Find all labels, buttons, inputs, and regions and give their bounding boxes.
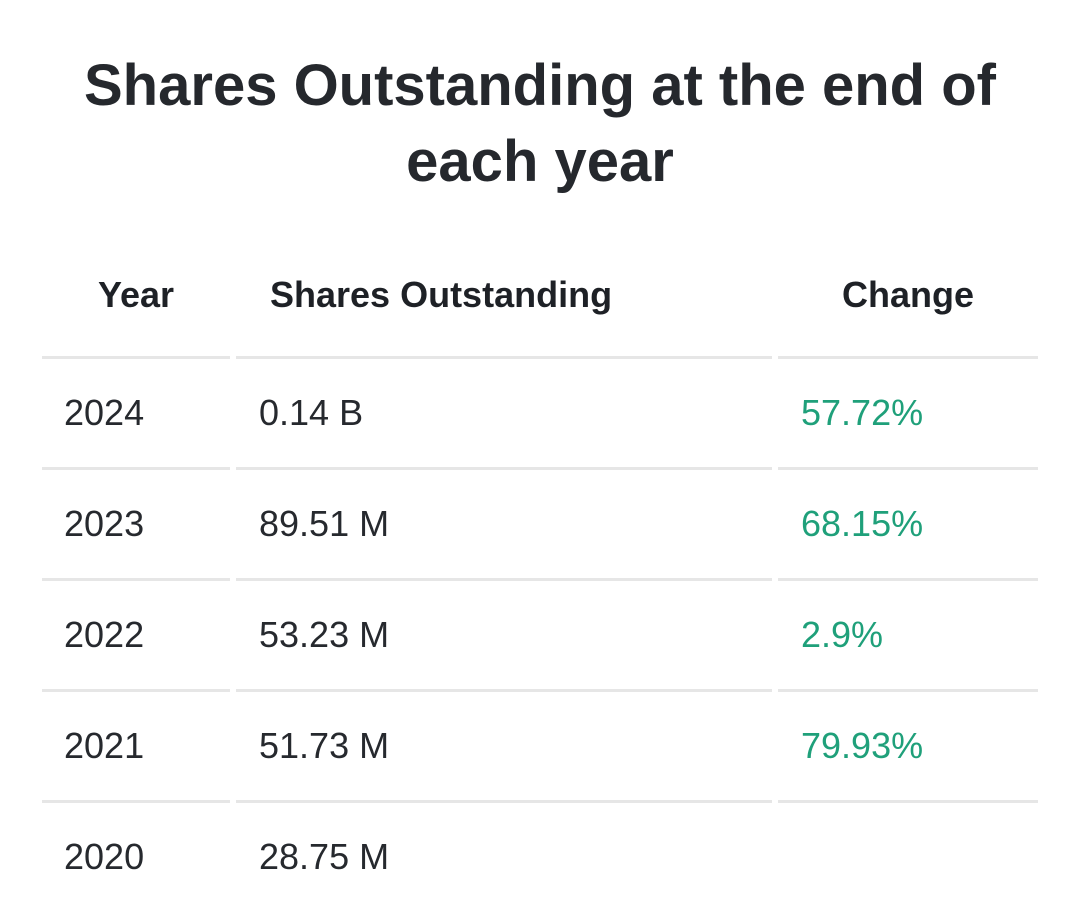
row-divider xyxy=(236,689,772,692)
column-header-year: Year xyxy=(97,274,175,315)
row-divider xyxy=(42,467,230,470)
row-divider xyxy=(236,467,772,470)
row-divider xyxy=(778,356,1038,359)
cell-year: 2024 xyxy=(64,392,145,433)
cell-shares-outstanding: 51.73 M xyxy=(259,725,390,766)
table-row: 2022 53.23 M 2.9% xyxy=(42,578,1038,689)
cell-shares-outstanding: 28.75 M xyxy=(259,836,390,877)
cell-year: 2020 xyxy=(64,836,145,877)
row-divider xyxy=(42,689,230,692)
table-header-row: Year Shares Outstanding Change xyxy=(42,234,1038,356)
cell-year: 2022 xyxy=(64,614,145,655)
cell-change: 79.93% xyxy=(801,725,924,766)
row-divider xyxy=(236,356,772,359)
cell-year: 2021 xyxy=(64,725,145,766)
row-divider xyxy=(42,578,230,581)
cell-change: 57.72% xyxy=(801,392,924,433)
cell-year: 2023 xyxy=(64,503,145,544)
row-divider xyxy=(778,689,1038,692)
table-row: 2024 0.14 B 57.72% xyxy=(42,356,1038,467)
cell-change: 2.9% xyxy=(801,614,884,655)
row-divider xyxy=(42,356,230,359)
table-row: 2023 89.51 M 68.15% xyxy=(42,467,1038,578)
row-divider xyxy=(236,578,772,581)
cell-shares-outstanding: 53.23 M xyxy=(259,614,390,655)
column-header-change: Change xyxy=(841,274,974,315)
row-divider xyxy=(42,800,230,803)
cell-shares-outstanding: 0.14 B xyxy=(259,392,364,433)
cell-shares-outstanding: 89.51 M xyxy=(259,503,390,544)
row-divider xyxy=(236,800,772,803)
row-divider xyxy=(778,578,1038,581)
column-header-shares-outstanding: Shares Outstanding xyxy=(270,274,613,315)
page-title: Shares Outstanding at the end of each ye… xyxy=(84,53,996,194)
row-divider xyxy=(778,467,1038,470)
cell-change: 68.15% xyxy=(801,503,924,544)
row-divider xyxy=(778,800,1038,803)
table-row: 2021 51.73 M 79.93% xyxy=(42,689,1038,800)
shares-outstanding-table: Year Shares Outstanding Change 2024 0.14… xyxy=(42,234,1038,911)
table-row: 2020 28.75 M xyxy=(42,800,1038,911)
